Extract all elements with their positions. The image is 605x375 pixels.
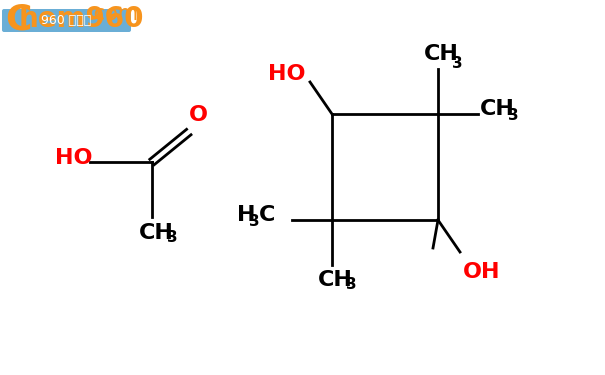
Text: OH: OH [463, 262, 500, 282]
Text: CH: CH [139, 223, 174, 243]
Text: .com: .com [88, 4, 139, 24]
Text: CH: CH [424, 44, 459, 64]
Text: 3: 3 [346, 277, 356, 292]
Text: HO: HO [55, 148, 93, 168]
Text: C: C [259, 205, 275, 225]
Text: hem960: hem960 [19, 5, 145, 33]
FancyBboxPatch shape [2, 9, 131, 32]
Text: H: H [237, 205, 255, 225]
Text: HO: HO [268, 64, 306, 84]
Text: 3: 3 [508, 108, 518, 123]
Text: CH: CH [318, 270, 353, 290]
Text: C: C [5, 3, 31, 37]
Text: 960 化工网: 960 化工网 [41, 15, 91, 27]
Text: CH: CH [480, 99, 515, 119]
Text: 3: 3 [167, 230, 178, 245]
Text: O: O [189, 105, 208, 125]
Text: 3: 3 [452, 56, 463, 71]
Text: 3: 3 [249, 214, 260, 230]
